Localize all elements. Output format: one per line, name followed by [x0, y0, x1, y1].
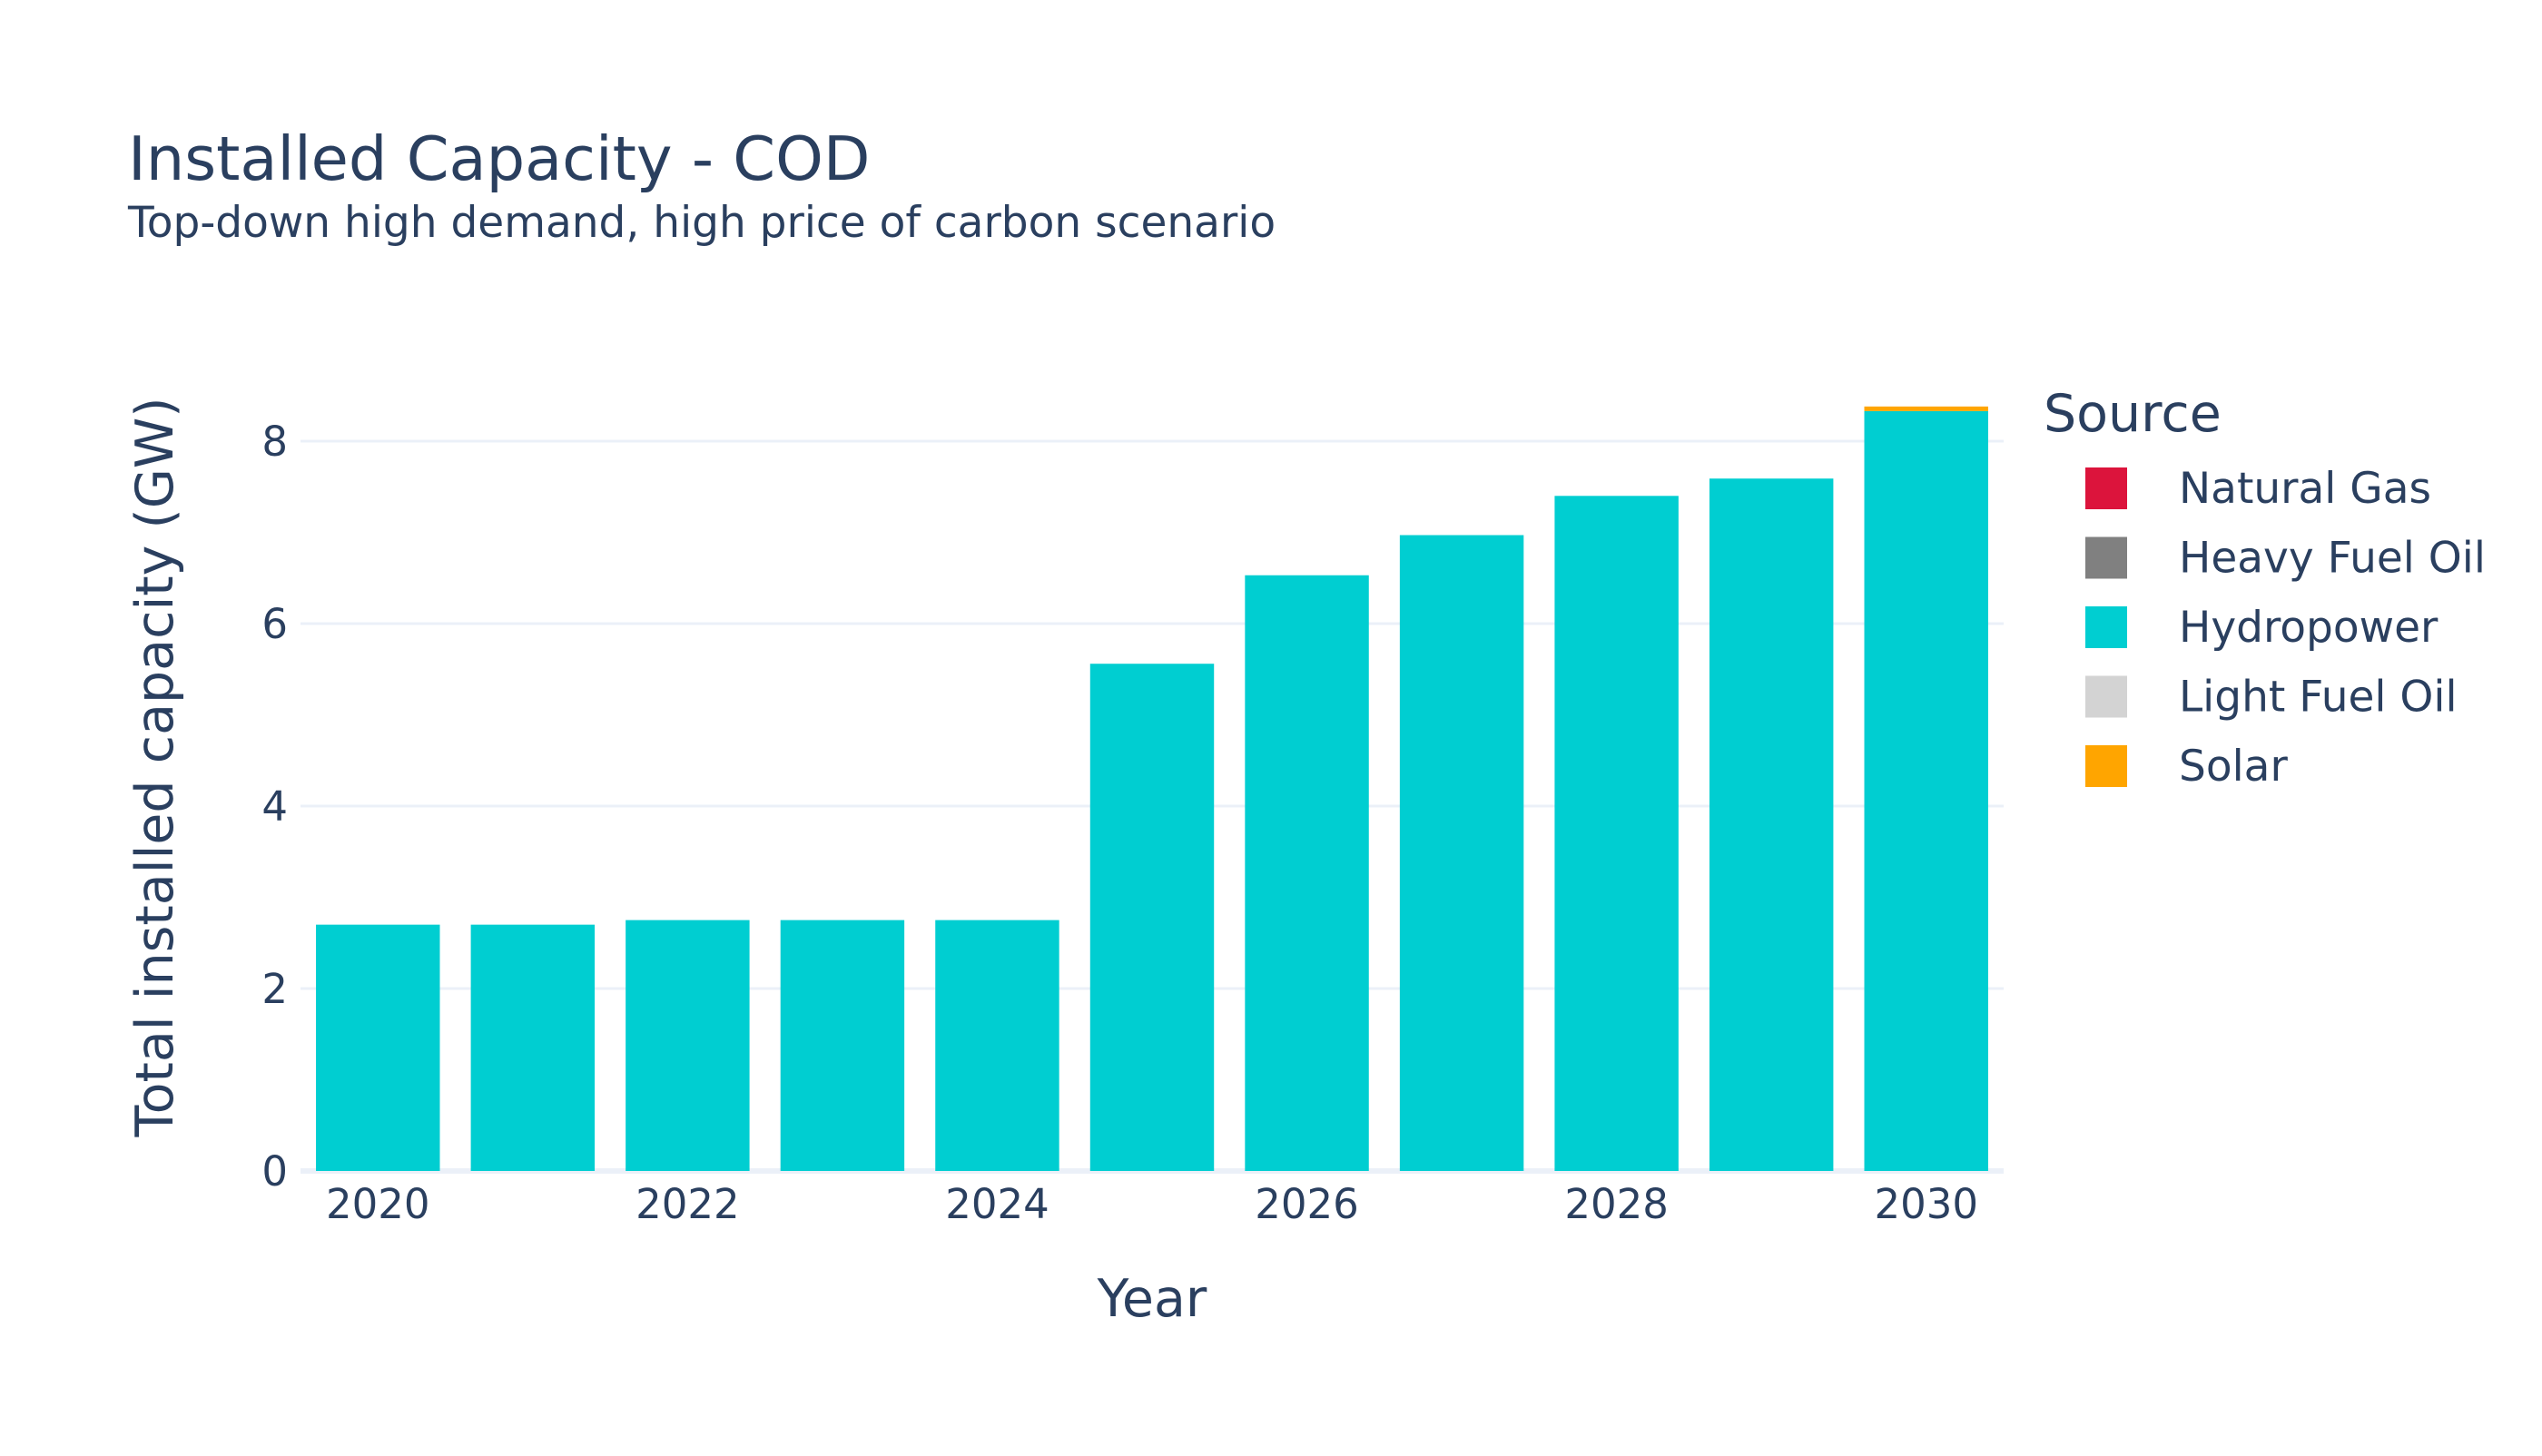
bar-hydropower — [1089, 664, 1215, 1171]
bar-hydropower — [316, 924, 440, 1171]
y-tick-label: 0 — [261, 1147, 288, 1195]
legend-swatch — [2085, 467, 2127, 509]
x-tick-label: 2030 — [1874, 1180, 1978, 1228]
x-tick-label: 2020 — [326, 1180, 430, 1228]
axes: 0 2 4 6 8 2020 2022 2024 2026 2028 2030 — [261, 418, 1978, 1228]
bar-hydropower — [1709, 478, 1834, 1171]
legend-swatch — [2085, 536, 2127, 579]
legend-swatch — [2085, 675, 2127, 718]
legend-swatch — [2085, 745, 2127, 787]
legend-label: Natural Gas — [2179, 464, 2431, 514]
y-tick-label: 4 — [261, 782, 288, 831]
bar-hydropower — [935, 920, 1059, 1171]
y-tick-label: 6 — [261, 600, 288, 648]
bar-hydropower — [626, 920, 750, 1171]
x-axis-title: Year — [1097, 1269, 1207, 1329]
x-tick-label: 2026 — [1255, 1180, 1359, 1228]
x-tick-label: 2024 — [945, 1180, 1049, 1228]
bar-solar — [1864, 406, 1988, 411]
bar-hydropower — [470, 924, 596, 1171]
y-tick-label: 2 — [261, 965, 288, 1013]
x-tick-label: 2028 — [1564, 1180, 1669, 1228]
legend-swatch — [2085, 606, 2127, 648]
legend-label: Heavy Fuel Oil — [2179, 534, 2486, 584]
x-tick-label: 2022 — [636, 1180, 740, 1228]
legend-label: Light Fuel Oil — [2179, 673, 2458, 723]
y-axis-title: Total installed capacity (GW) — [125, 398, 185, 1138]
legend: Natural Gas Heavy Fuel Oil Hydropower Light… — [2085, 464, 2486, 792]
bar-hydropower — [1864, 410, 1988, 1172]
bars — [316, 406, 1988, 1172]
bar-hydropower — [1554, 496, 1679, 1171]
chart-title: Installed Capacity - COD — [128, 123, 870, 194]
bar-hydropower — [1399, 535, 1524, 1171]
legend-label: Hydropower — [2179, 603, 2439, 653]
bar-hydropower — [780, 920, 905, 1171]
y-tick-label: 8 — [261, 418, 288, 466]
chart-subtitle: Top-down high demand, high price of carb… — [127, 198, 1276, 248]
legend-label: Solar — [2179, 742, 2288, 792]
bar-hydropower — [1245, 575, 1369, 1171]
legend-title: Source — [2044, 384, 2222, 444]
